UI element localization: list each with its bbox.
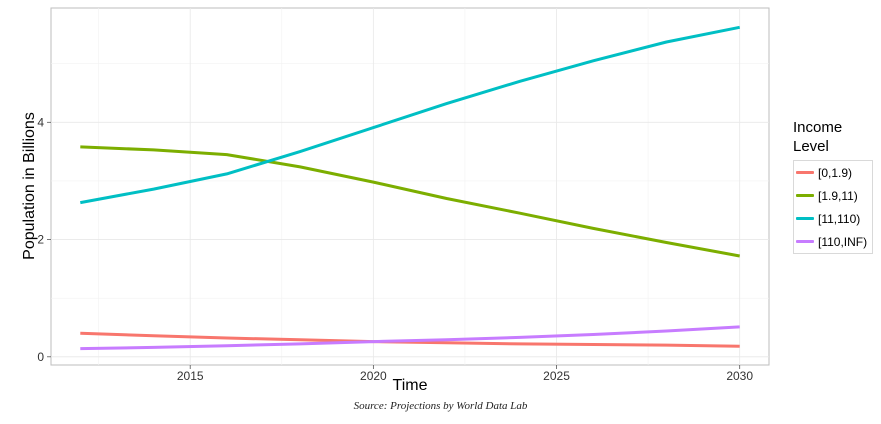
legend-label: [0,1.9) bbox=[818, 165, 853, 180]
legend-label: [110,INF) bbox=[818, 234, 868, 249]
legend-label: [1.9,11) bbox=[818, 188, 858, 203]
legend-item: [110,INF) bbox=[794, 230, 872, 253]
series-lines bbox=[80, 25, 740, 351]
legend-key bbox=[794, 162, 816, 184]
legend-swatch bbox=[796, 171, 814, 174]
series-line bbox=[80, 25, 740, 205]
legend-swatch bbox=[796, 240, 814, 243]
x-axis-ticks: 2015 2020 2025 2030 bbox=[177, 365, 753, 383]
y-axis-title: Population in Billions bbox=[21, 112, 38, 260]
y-tick-label: 0 bbox=[37, 350, 44, 364]
legend-title: Income Level bbox=[793, 118, 873, 156]
series-line bbox=[80, 325, 740, 351]
legend-item: [0,1.9) bbox=[794, 161, 872, 184]
legend-swatch bbox=[796, 217, 814, 220]
legend-item: [1.9,11) bbox=[794, 184, 872, 207]
y-tick-label: 2 bbox=[37, 233, 44, 247]
legend-label: [11,110) bbox=[818, 211, 861, 226]
legend-title-line: Income bbox=[793, 119, 843, 136]
legend-swatch bbox=[796, 194, 814, 197]
x-axis-title: Time bbox=[393, 377, 428, 394]
legend-box: [0,1.9) [1.9,11) [11,110) [110,INF) bbox=[793, 160, 874, 254]
series-line bbox=[80, 145, 740, 258]
legend-key bbox=[794, 231, 816, 253]
y-axis-ticks: 0 2 4 bbox=[37, 115, 51, 364]
x-tick-label: 2015 bbox=[177, 369, 204, 383]
legend-key bbox=[794, 185, 816, 207]
y-tick-label: 4 bbox=[37, 115, 44, 129]
x-tick-label: 2025 bbox=[543, 369, 570, 383]
source-caption: Source: Projections by World Data Lab bbox=[353, 400, 528, 412]
legend: Income Level [0,1.9) [1.9,11) [11,110) [110,… bbox=[793, 118, 874, 254]
legend-title-line: Level bbox=[793, 138, 829, 155]
x-tick-label: 2030 bbox=[726, 369, 753, 383]
legend-item: [11,110) bbox=[794, 207, 872, 230]
plot-panel bbox=[50, 7, 770, 366]
legend-key bbox=[794, 208, 816, 230]
x-tick-label: 2020 bbox=[360, 369, 387, 383]
